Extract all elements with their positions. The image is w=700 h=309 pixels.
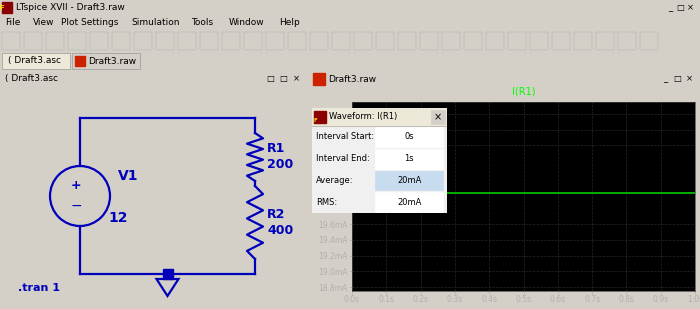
Text: RMS:: RMS: [316, 198, 337, 207]
Bar [162, 269, 172, 279]
Bar [222, 32, 240, 50]
Bar [313, 73, 325, 85]
Text: View: View [33, 18, 55, 27]
Text: ×: × [687, 3, 694, 12]
Bar [2, 32, 20, 50]
Bar [112, 32, 130, 50]
Text: 1s: 1s [405, 154, 414, 163]
Bar [442, 32, 460, 50]
Text: 200: 200 [267, 159, 293, 171]
Bar [431, 110, 445, 124]
Bar [508, 32, 526, 50]
Text: □: □ [279, 74, 287, 83]
Bar [266, 32, 284, 50]
Bar [375, 149, 443, 168]
Bar [68, 32, 86, 50]
Bar [200, 32, 218, 50]
Bar [530, 32, 548, 50]
Bar [156, 32, 174, 50]
Text: _: _ [668, 3, 672, 12]
Text: Draft3.raw: Draft3.raw [328, 74, 376, 83]
Text: Tools: Tools [191, 18, 213, 27]
Text: R1: R1 [267, 142, 286, 155]
Bar [354, 32, 372, 50]
Bar [244, 32, 262, 50]
Text: □: □ [676, 3, 684, 12]
Bar [596, 32, 614, 50]
Text: Simulation: Simulation [131, 18, 179, 27]
Text: File: File [5, 18, 20, 27]
Text: Help: Help [279, 18, 300, 27]
Bar [420, 32, 438, 50]
Bar [178, 32, 196, 50]
Text: ×: × [685, 74, 692, 83]
Bar [376, 32, 394, 50]
Bar [552, 32, 570, 50]
Bar [332, 32, 350, 50]
Text: _: _ [663, 74, 667, 83]
Text: ( Draft3.asc: ( Draft3.asc [8, 57, 61, 66]
Text: 0s: 0s [405, 132, 414, 142]
Bar [574, 32, 592, 50]
Text: F: F [0, 5, 4, 11]
Text: ( Draft3.asc: ( Draft3.asc [5, 74, 58, 83]
Bar [486, 32, 504, 50]
Text: 400: 400 [267, 224, 293, 237]
Bar [464, 32, 482, 50]
Text: □: □ [266, 74, 274, 83]
Text: 20mA: 20mA [397, 176, 421, 185]
Text: −: − [70, 199, 82, 213]
Bar [640, 32, 658, 50]
Text: +: + [71, 180, 81, 193]
Text: F: F [314, 118, 318, 123]
Bar [75, 56, 85, 66]
Text: Window: Window [229, 18, 265, 27]
Bar [310, 32, 328, 50]
Text: LTspice XVII - Draft3.raw: LTspice XVII - Draft3.raw [16, 3, 125, 12]
Text: R2: R2 [267, 208, 286, 221]
Text: ×: × [434, 112, 442, 122]
Text: V1: V1 [118, 169, 139, 183]
Text: Draft3.raw: Draft3.raw [88, 57, 136, 66]
Bar [134, 32, 152, 50]
Bar [2, 53, 70, 69]
Text: Waveform: I(R1): Waveform: I(R1) [329, 112, 398, 121]
Bar [2, 2, 12, 13]
Bar [375, 171, 443, 190]
Bar [90, 32, 108, 50]
Text: Interval End:: Interval End: [316, 154, 370, 163]
Bar [72, 53, 140, 69]
Text: 12: 12 [108, 211, 127, 225]
Text: I(R1): I(R1) [512, 86, 536, 96]
Text: Plot Settings: Plot Settings [61, 18, 118, 27]
Text: 20mA: 20mA [397, 198, 421, 207]
Text: ×: × [293, 74, 300, 83]
Bar [46, 32, 64, 50]
Bar [618, 32, 636, 50]
Bar [312, 108, 447, 126]
Bar [375, 127, 443, 147]
Bar [24, 32, 42, 50]
Bar [398, 32, 416, 50]
Bar [375, 192, 443, 212]
Bar [288, 32, 306, 50]
Text: □: □ [673, 74, 681, 83]
Bar [314, 111, 326, 123]
Text: Interval Start:: Interval Start: [316, 132, 374, 142]
Text: .tran 1: .tran 1 [18, 283, 60, 293]
Text: Average:: Average: [316, 176, 354, 185]
